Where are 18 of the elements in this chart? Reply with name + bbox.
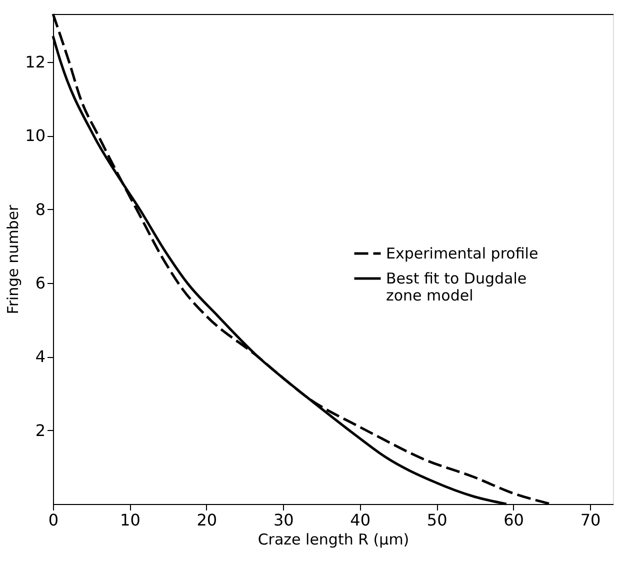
- legend-label: Best fit to Dugdale zone model: [386, 270, 527, 304]
- y-tick-label: 8: [35, 200, 46, 219]
- x-tick-label: 10: [120, 510, 140, 530]
- x-axis-title: Craze length R (µm): [258, 530, 410, 548]
- x-tick-label: 50: [426, 510, 448, 530]
- x-tick-label: 0: [48, 510, 59, 530]
- x-tick-label: 40: [350, 510, 371, 530]
- x-tick-label: 60: [504, 510, 524, 530]
- x-tick-label: 70: [580, 510, 601, 530]
- y-tick-label: 6: [35, 273, 46, 292]
- y-tick-label: 4: [35, 347, 46, 366]
- y-tick-label: 10: [25, 126, 46, 146]
- x-tick-label: 20: [196, 510, 218, 530]
- y-axis-title: Fringe number: [4, 204, 22, 314]
- y-tick-label: 2: [35, 420, 46, 440]
- x-tick-label: 30: [273, 510, 294, 530]
- legend-label: Experimental profile: [386, 244, 538, 262]
- y-tick-label: 12: [25, 52, 46, 72]
